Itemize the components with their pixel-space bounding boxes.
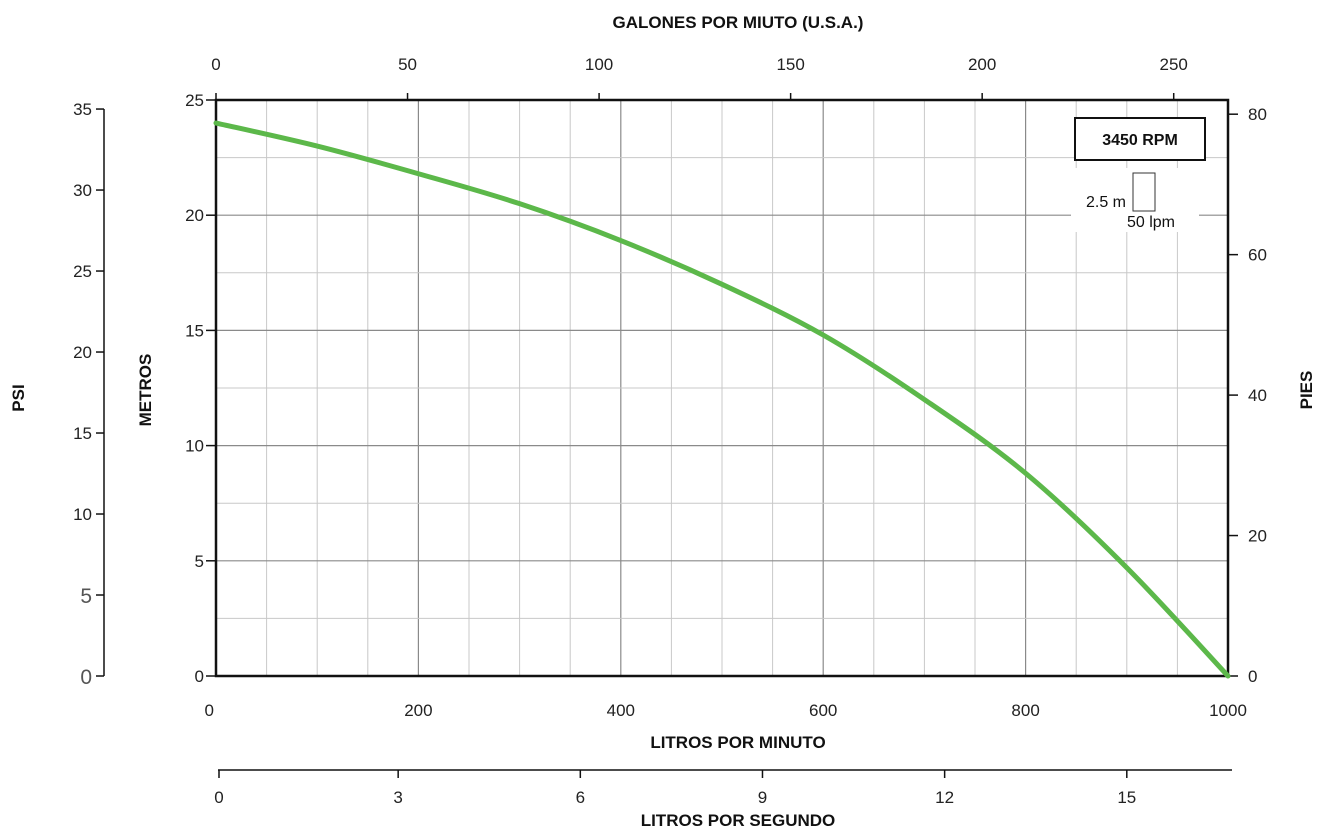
scale-box bbox=[1132, 172, 1156, 212]
top-tick-label: 200 bbox=[968, 55, 996, 74]
series-line bbox=[213, 120, 1231, 679]
legend: 3450 RPM 2.5 m 50 lpm bbox=[1071, 117, 1206, 232]
right-tick-label: 80 bbox=[1248, 105, 1267, 124]
lps-tick-label: 9 bbox=[758, 788, 767, 807]
right-tick-label: 0 bbox=[1248, 667, 1257, 686]
y-tick-label: 20 bbox=[185, 206, 204, 225]
y-tick-label: 25 bbox=[185, 91, 204, 110]
right-tick-label: 60 bbox=[1248, 246, 1267, 265]
psi-tick-label: 20 bbox=[73, 343, 92, 362]
y-axis-title: METROS bbox=[136, 354, 155, 427]
psi-tick-label: 5 bbox=[80, 585, 92, 608]
x-tick-label: 600 bbox=[809, 701, 837, 720]
y-tick-label: 0 bbox=[195, 667, 204, 686]
x-tick-label: 800 bbox=[1011, 701, 1039, 720]
right-tick-label: 20 bbox=[1248, 527, 1267, 546]
legend-scale-x: 50 lpm bbox=[1127, 214, 1175, 231]
y-tick-label: 10 bbox=[185, 437, 204, 456]
x-tick-label: 1000 bbox=[1209, 701, 1247, 720]
legend-title: 3450 RPM bbox=[1102, 132, 1178, 149]
lps-tick-label: 6 bbox=[576, 788, 585, 807]
psi-tick-label: 25 bbox=[73, 262, 92, 281]
top-tick-label: 50 bbox=[398, 55, 417, 74]
x-tick-label: 400 bbox=[607, 701, 635, 720]
top-tick-label: 150 bbox=[776, 55, 804, 74]
lps-tick-label: 0 bbox=[214, 788, 223, 807]
x-tick-label: 0 bbox=[205, 701, 214, 720]
psi-tick-label: 10 bbox=[73, 505, 92, 524]
left-outer-axis-title: PSI bbox=[9, 384, 28, 411]
right-axis-title: PIES bbox=[1297, 371, 1316, 410]
plot-frame bbox=[214, 98, 1230, 678]
psi-tick-label: 30 bbox=[73, 181, 92, 200]
lps-tick-label: 15 bbox=[1117, 788, 1136, 807]
top-tick-label: 0 bbox=[211, 55, 220, 74]
top-axis-title: GALONES POR MIUTO (U.S.A.) bbox=[613, 13, 864, 32]
right-tick-label: 40 bbox=[1248, 386, 1267, 405]
lps-tick-label: 12 bbox=[935, 788, 954, 807]
x-tick-label: 200 bbox=[404, 701, 432, 720]
legend-scale-y: 2.5 m bbox=[1086, 194, 1126, 211]
y-tick-label: 15 bbox=[185, 321, 204, 340]
y-tick-label: 5 bbox=[195, 552, 204, 571]
psi-tick-label: 15 bbox=[73, 424, 92, 443]
psi-tick-label: 35 bbox=[73, 100, 92, 119]
psi-tick-label: 0 bbox=[80, 666, 92, 689]
top-tick-label: 100 bbox=[585, 55, 613, 74]
bottom-outer-axis-title: LITROS POR SEGUNDO bbox=[641, 811, 836, 830]
x-axis-title: LITROS POR MINUTO bbox=[650, 733, 825, 752]
lps-tick-label: 3 bbox=[393, 788, 402, 807]
axes bbox=[96, 93, 1238, 778]
top-tick-label: 250 bbox=[1160, 55, 1188, 74]
